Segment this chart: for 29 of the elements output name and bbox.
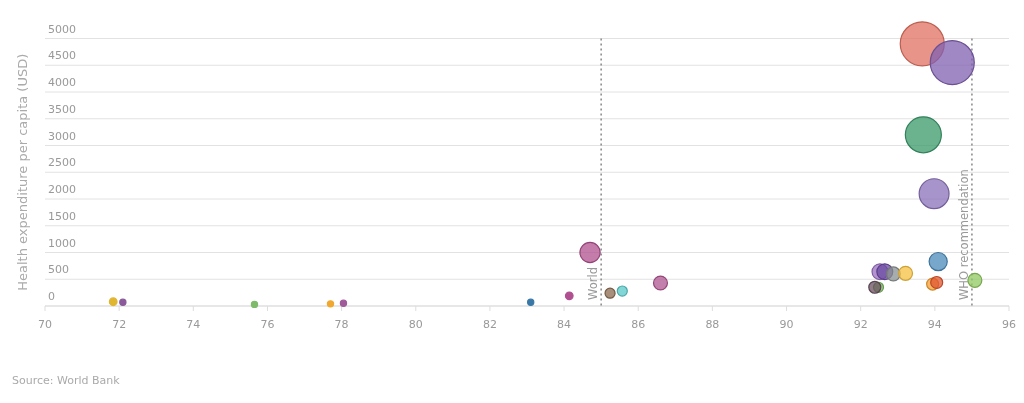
x-tick-label: 96	[1002, 318, 1016, 331]
y-tick-label: 3500	[48, 102, 76, 116]
x-tick-label: 76	[260, 318, 275, 331]
x-tick-label: 88	[705, 318, 720, 331]
y-tick-label: 0	[48, 290, 55, 303]
x-tick-label: 78	[334, 318, 349, 331]
x-tick-label: 90	[779, 318, 794, 331]
y-tick-label: 2000	[48, 183, 76, 196]
y-tick-label: 4500	[48, 49, 76, 63]
y-tick-label: 500	[48, 263, 69, 277]
x-tick-label: 94	[927, 318, 942, 331]
source-note: Source: World Bank	[12, 374, 121, 387]
ref-line-label: WHO recommendation	[956, 169, 971, 300]
y-tick-label: 5000	[48, 22, 76, 36]
x-tick-label: 82	[482, 318, 497, 331]
x-tick-label: 84	[557, 318, 572, 331]
x-tick-label: 74	[186, 318, 201, 331]
y-tick-label: 1000	[48, 236, 76, 250]
x-tick-label: 86	[631, 318, 646, 331]
y-tick-label: 3000	[48, 129, 76, 143]
ref-line-label: World	[586, 267, 601, 300]
x-tick-label: 80	[408, 318, 423, 331]
y-tick-label: 1500	[48, 209, 76, 223]
x-tick-label: 70	[38, 318, 52, 331]
y-tick-label: 4000	[48, 76, 76, 89]
x-tick-label: 72	[112, 318, 127, 331]
y-tick-label: 2500	[48, 156, 76, 170]
y-axis-title: Health expenditure per capita (USD)	[15, 53, 30, 291]
x-tick-label: 92	[853, 318, 868, 331]
